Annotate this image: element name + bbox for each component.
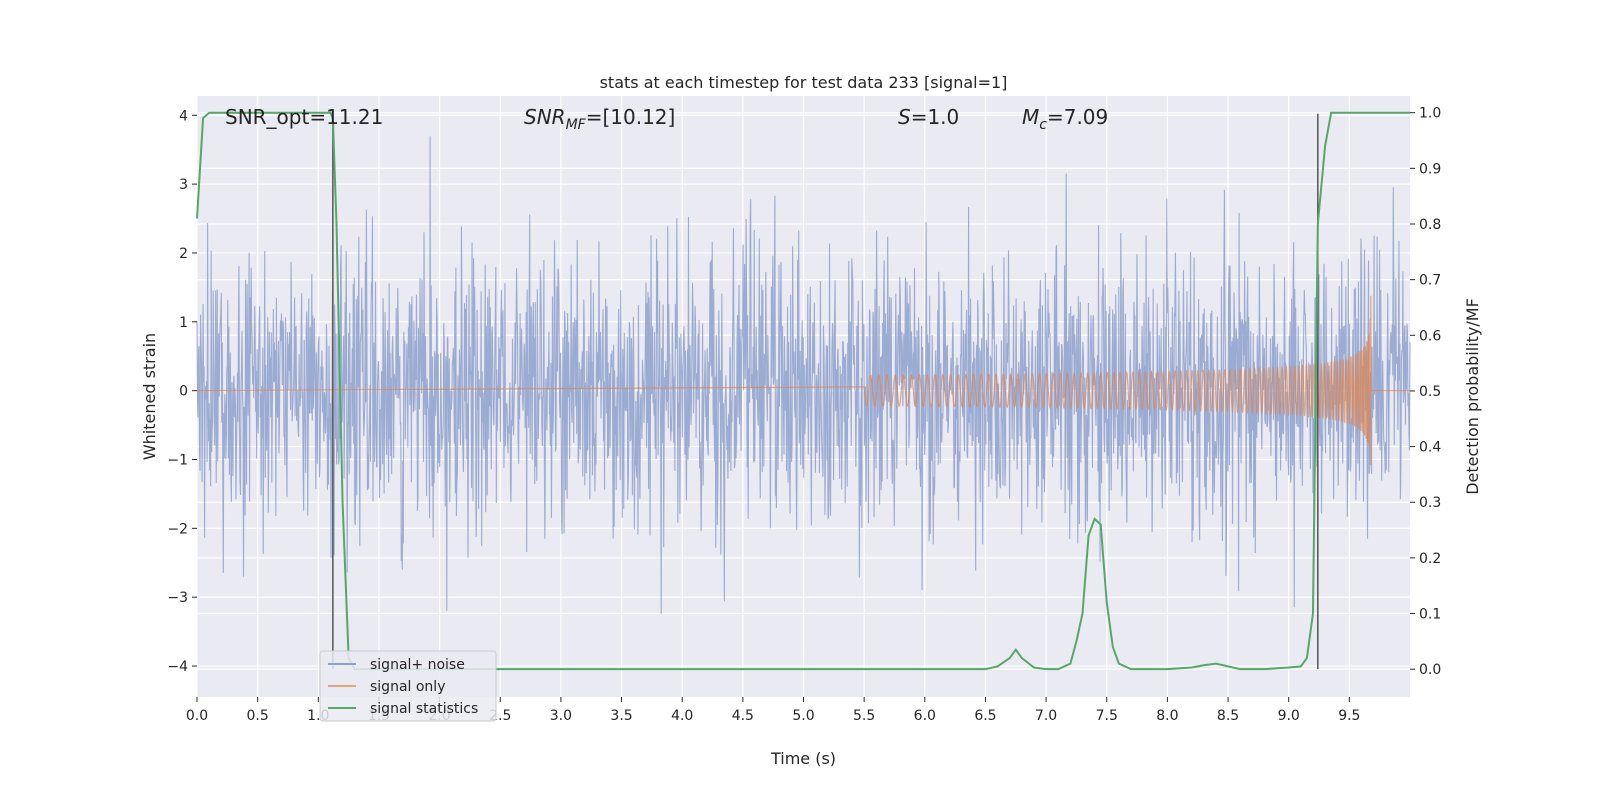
- signal-only-line: [196, 295, 1410, 465]
- y-tick-label-7: 3: [179, 177, 188, 193]
- y-tick-label-0: −4: [167, 659, 188, 675]
- y-tick-label-5: 1: [179, 315, 188, 331]
- legend-entry-signal-only: signal only: [370, 679, 445, 695]
- y-axis-ticks: −4 −3 −2 −1 0 1 2 3 4: [167, 108, 197, 675]
- y-axis-label: Whitened strain: [140, 333, 159, 460]
- x-tick-label-13: 6.5: [974, 708, 996, 724]
- y2-tick-label-8: 0.8: [1419, 217, 1441, 233]
- signal-statistics-series: [196, 111, 1410, 671]
- x-tick-label-1: 0.5: [247, 708, 269, 724]
- x-tick-label-15: 7.5: [1096, 708, 1118, 724]
- y2-tick-label-5: 0.5: [1419, 384, 1441, 400]
- vertical-markers: [332, 113, 1319, 670]
- x-tick-label-17: 8.5: [1217, 708, 1239, 724]
- y2-tick-label-7: 0.7: [1419, 273, 1441, 289]
- x-tick-label-8: 4.0: [671, 708, 693, 724]
- annotation-mc-base: M: [1022, 105, 1039, 129]
- x-tick-label-12: 6.0: [914, 708, 936, 724]
- x-tick-label-10: 5.0: [792, 708, 814, 724]
- y2-axis-ticks: 0.0 0.1 0.2 0.3 0.4 0.5 0.6 0.7 0.8 0.9 1.0: [1410, 106, 1441, 678]
- y-tick-label-1: −3: [167, 590, 188, 606]
- annotation-mc: Mc=7.09: [1022, 105, 1108, 133]
- y2-tick-label-10: 1.0: [1419, 106, 1441, 122]
- x-tick-label-18: 9.0: [1278, 708, 1300, 724]
- y2-tick-label-0: 0.0: [1419, 662, 1441, 678]
- annotation-mc-value: =7.09: [1047, 105, 1108, 129]
- x-tick-label-14: 7.0: [1035, 708, 1057, 724]
- x-tick-label-7: 3.5: [610, 708, 632, 724]
- y-tick-label-2: −2: [167, 521, 188, 537]
- y-tick-label-8: 4: [179, 108, 188, 124]
- signal-only-series: [196, 295, 1410, 465]
- y2-tick-label-3: 0.3: [1419, 495, 1441, 511]
- y2-tick-label-2: 0.2: [1419, 551, 1441, 567]
- y2-tick-label-6: 0.6: [1419, 328, 1441, 344]
- annotation-snr-mf: SNRMF=[10.12]: [524, 105, 675, 133]
- signal-statistics-line: [196, 111, 1410, 671]
- x-tick-label-11: 5.5: [853, 708, 875, 724]
- annotation-snr-opt: SNR_opt=11.21: [225, 105, 383, 129]
- legend-box: [319, 650, 497, 722]
- annotation-mc-sub: c: [1039, 117, 1047, 133]
- y-tick-label-4: 0: [179, 384, 188, 400]
- annotation-s-base: S: [898, 105, 911, 129]
- y2-axis-label: Detection probability/MF: [1463, 298, 1482, 495]
- chart-title: stats at each timestep for test data 233…: [600, 73, 1008, 92]
- y-tick-label-3: −1: [167, 452, 188, 468]
- legend-entry-signal-plus-noise: signal+ noise: [370, 657, 465, 673]
- x-tick-label-9: 4.5: [732, 708, 754, 724]
- y2-tick-label-4: 0.4: [1419, 440, 1441, 456]
- annotation-s-value: =1.0: [911, 105, 960, 129]
- annotation-s: S=1.0: [898, 105, 959, 129]
- legend: signal+ noise signal only signal statist…: [319, 650, 497, 722]
- y2-tick-label-9: 0.9: [1419, 161, 1441, 177]
- y-tick-label-6: 2: [179, 246, 188, 262]
- x-axis-label: Time (s): [770, 749, 836, 768]
- x-tick-label-6: 3.0: [550, 708, 572, 724]
- x-tick-label-19: 9.5: [1338, 708, 1360, 724]
- x-tick-label-0: 0.0: [186, 708, 208, 724]
- x-tick-label-16: 8.0: [1156, 708, 1178, 724]
- y2-tick-label-1: 0.1: [1419, 607, 1441, 623]
- annotation-snr-mf-sub: MF: [566, 117, 587, 133]
- legend-entry-signal-statistics: signal statistics: [370, 701, 478, 717]
- annotation-snr-mf-base: SNR: [524, 105, 566, 129]
- annotation-snr-mf-value: =[10.12]: [586, 105, 676, 129]
